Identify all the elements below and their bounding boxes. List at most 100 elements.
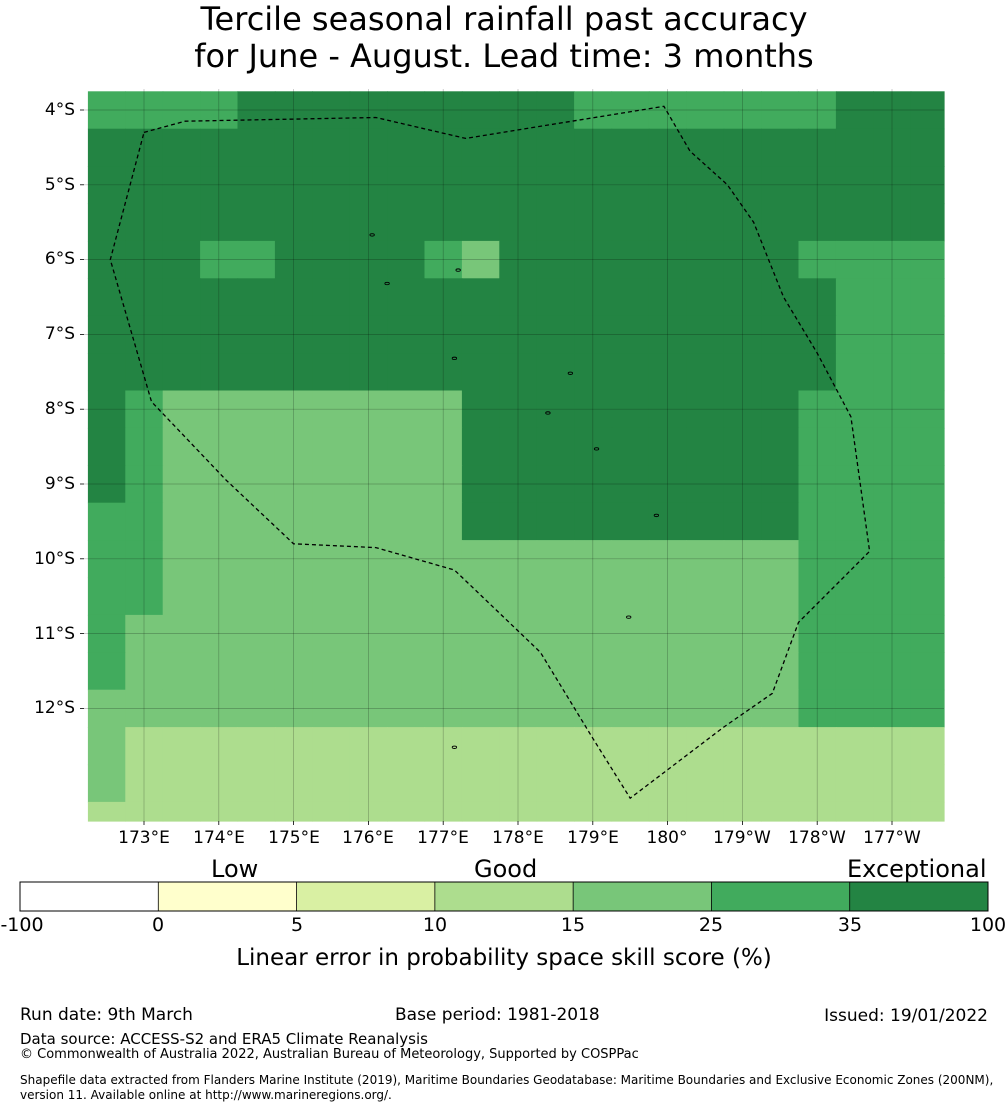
skill-cell [237, 427, 276, 466]
skill-cell [536, 166, 575, 205]
skill-cell [125, 540, 164, 579]
skill-cell [274, 727, 313, 766]
skill-cell [349, 614, 388, 653]
colorbar-label: Linear error in probability space skill … [236, 945, 772, 971]
skill-cell [761, 764, 800, 803]
skill-cell [910, 577, 945, 616]
skill-cell [162, 353, 201, 392]
skill-cell [237, 652, 276, 691]
skill-cell [798, 128, 837, 167]
skill-cell [648, 427, 687, 466]
skill-cell [200, 689, 239, 728]
skill-cell [237, 465, 276, 504]
skill-cell [499, 764, 538, 803]
skill-cell [910, 540, 945, 579]
skill-cell [237, 614, 276, 653]
skill-cell [349, 689, 388, 728]
skill-cell [574, 128, 613, 167]
skill-cell [686, 764, 725, 803]
skill-cell [424, 390, 463, 429]
skill-cell [237, 91, 276, 130]
skill-cell [723, 427, 762, 466]
skill-cell [349, 91, 388, 130]
skill-cell [611, 540, 650, 579]
skill-grid [87, 91, 945, 822]
skill-cell [499, 203, 538, 242]
skill-cell [873, 128, 912, 167]
skill-cell [910, 801, 945, 822]
skill-cell [873, 727, 912, 766]
skill-cell [723, 203, 762, 242]
skill-cell [536, 502, 575, 541]
colorbar-outline [19, 881, 989, 912]
skill-cell [723, 315, 762, 354]
skill-cell [686, 240, 725, 279]
skill-cell [873, 427, 912, 466]
skill-cell [237, 689, 276, 728]
skill-cell [237, 764, 276, 803]
skill-cell [798, 652, 837, 691]
skill-cell [686, 315, 725, 354]
skill-cell [910, 315, 945, 354]
skill-cell [312, 353, 351, 392]
skill-cell [312, 652, 351, 691]
lat-label-11s: 11°S [34, 624, 75, 644]
skill-cell [686, 128, 725, 167]
skill-cell [274, 91, 313, 130]
skill-cell [461, 614, 500, 653]
skill-cell [162, 465, 201, 504]
skill-cell [798, 240, 837, 279]
colorbar [19, 881, 989, 912]
skill-cell [536, 427, 575, 466]
base-period: Base period: 1981-2018 [395, 1005, 600, 1025]
data-source: Data source: ACCESS-S2 and ERA5 Climate … [20, 1030, 428, 1048]
skill-cell [686, 166, 725, 205]
skill-cell [387, 652, 426, 691]
skill-cell [461, 315, 500, 354]
skill-cell [87, 764, 126, 803]
skill-cell [162, 427, 201, 466]
skill-cell [387, 128, 426, 167]
colorbar-bin [849, 882, 988, 911]
colorbar-bin [20, 882, 159, 911]
skill-cell [274, 614, 313, 653]
skill-cell [274, 465, 313, 504]
skill-cell [237, 540, 276, 579]
skill-cell [835, 652, 874, 691]
skill-cell [723, 652, 762, 691]
lon-label-176e: 176°E [342, 828, 394, 848]
skill-cell [873, 166, 912, 205]
skill-cell [424, 203, 463, 242]
skill-cell [798, 465, 837, 504]
skill-cell [461, 689, 500, 728]
skill-cell [387, 502, 426, 541]
skill-cell [536, 203, 575, 242]
skill-cell [200, 240, 239, 279]
skill-cell [387, 91, 426, 130]
skill-cell [162, 203, 201, 242]
skill-cell [499, 390, 538, 429]
skill-cell [274, 764, 313, 803]
skill-cell [274, 689, 313, 728]
skill-cell [611, 577, 650, 616]
graticule [80, 89, 944, 825]
skill-cell [574, 166, 613, 205]
skill-cell [312, 764, 351, 803]
island-outline [455, 268, 461, 272]
skill-cell [125, 390, 164, 429]
skill-cell [461, 166, 500, 205]
skill-cell [835, 465, 874, 504]
skill-cell [574, 465, 613, 504]
skill-cell [835, 278, 874, 317]
skill-cell [499, 577, 538, 616]
issued-date: Issued: 19/01/2022 [824, 1006, 988, 1026]
skill-cell [312, 315, 351, 354]
skill-cell [312, 240, 351, 279]
skill-cell [761, 577, 800, 616]
skill-cell [125, 166, 164, 205]
skill-cell [835, 727, 874, 766]
skill-cell [648, 689, 687, 728]
lon-label-177w: 177°W [863, 828, 921, 848]
skill-cell [499, 91, 538, 130]
skill-cell [312, 577, 351, 616]
